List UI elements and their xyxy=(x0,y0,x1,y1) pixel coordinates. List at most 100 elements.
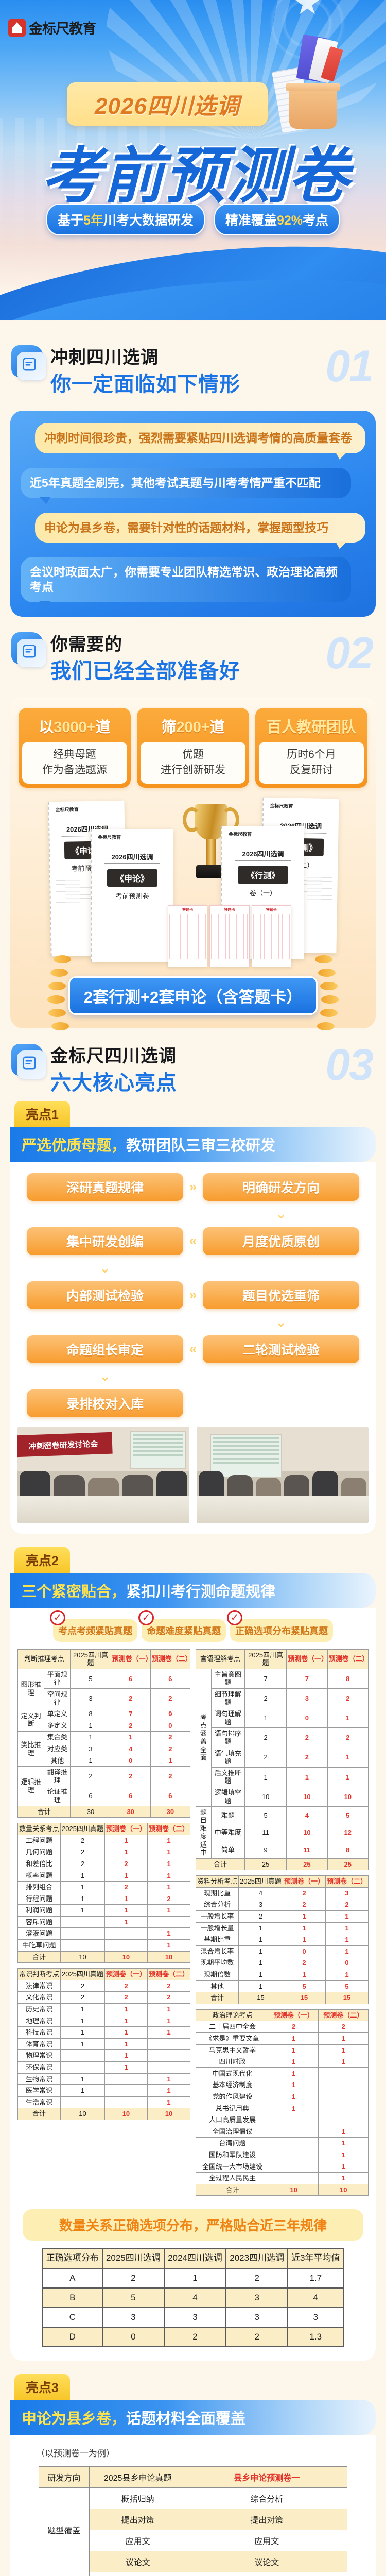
arrow-left-icon: « xyxy=(189,1233,197,1249)
table-zhengzhi-lilun: 政治理论考点 预测卷（一） 预测卷（二） 二十届四中全会 2 2 《求是》重要文章 1 1… xyxy=(196,2009,369,2196)
product-spec-card: 以3000+道 经典母题 作为备选题源 筛200+道 优题 进行创新研发 百人教研团… xyxy=(10,696,376,1030)
option-distribution-caption: 数量关系正确选项分布，严格贴合近三年规律 xyxy=(23,2209,363,2241)
photo-banner-text: 冲刺密卷研发讨论会 xyxy=(17,1432,113,1457)
table-row: 混合增长率 1 0 1 xyxy=(195,1945,369,1958)
table-row: D 0 2 2 1.3 xyxy=(42,2326,344,2347)
section-03-title-main: 六大核心亮点 xyxy=(50,1071,177,1094)
table-row: 全国治理倡议 1 xyxy=(196,2125,369,2138)
flow-step-8: 二轮测试检验 xyxy=(203,1335,359,1363)
table-row: 物理常识 1 xyxy=(17,2049,191,2062)
table-row: 现期倍数 1 1 1 xyxy=(195,1969,369,1981)
check-item-1: ✓ 考点考频紧贴真题 xyxy=(50,1609,137,1642)
arrow-down-icon: ⌄ xyxy=(275,1206,287,1222)
table-row: 图形推理 平面规律 5 6 6 xyxy=(17,1668,191,1709)
highlight-1-body: 深研真题规律 » 明确研发方向 ⌄ 集中研发创编 « 月度优质原创 ⌄ 内部测试… xyxy=(10,1161,376,1534)
hero-tag-1: 基于5年川考大数据研发 xyxy=(46,204,205,235)
flow-step-5: 内部测试检验 xyxy=(27,1281,183,1309)
table-row: 题目 难度 适中 难题 5 4 5 xyxy=(196,1806,369,1859)
highlight-2-bar: 三个紧密贴合，紧扣川考行测命题规律 xyxy=(10,1572,376,1608)
table-row: 法律常识 2 2 2 xyxy=(17,1979,191,1992)
check-item-2: ✓ 命题难度紧贴真题 xyxy=(138,1609,226,1642)
flow-step-6: 题目优选重筛 xyxy=(203,1281,359,1309)
table-row: 中国式现代化 1 xyxy=(196,2067,369,2080)
table-row: 综合分析 3 2 2 xyxy=(195,1899,369,1911)
highlight-2-body: ✓ 考点考频紧贴真题 ✓ 命题难度紧贴真题 ✓ 正确选项分布紧贴真题 判断推理考点 2… xyxy=(10,1607,376,2361)
check-circle-icon: ✓ xyxy=(227,1609,242,1625)
hero-title: 考前预测卷 xyxy=(41,142,350,210)
brand-logo: 金标尺教育 xyxy=(8,18,96,38)
pyramid-logo-icon xyxy=(8,19,26,37)
pen-holder-illustration xyxy=(272,31,350,133)
spec-card-1: 以3000+道 经典母题 作为备选题源 xyxy=(19,707,131,788)
table-row: 全国统一大市场建设 1 xyxy=(196,2160,369,2173)
arrow-right-icon: » xyxy=(189,1179,197,1195)
table-row: 行程问题 1 1 2 xyxy=(17,1892,191,1905)
table-row: 生活常识 1 xyxy=(17,2096,191,2109)
highlight-3-tag: 亮点3 xyxy=(14,2374,70,2400)
check-circle-icon: ✓ xyxy=(138,1609,154,1625)
table-row: 词句理解题 1 0 1 xyxy=(196,1708,369,1728)
table-row: 类比推理 集合类 1 1 2 xyxy=(17,1731,191,1767)
paper-mockup-3: 金标尺教育 2026四川选调 《申论》 考前预测卷 xyxy=(91,828,173,962)
pain-point-3: 申论为县乡卷，需要针对性的话题材料，掌握题型技巧 xyxy=(35,512,365,543)
spec-card-1-body: 经典母题 作为备选题源 xyxy=(22,741,127,784)
section-02-number: 02 xyxy=(325,628,374,678)
flow-step-3: 集中研发创编 xyxy=(27,1227,183,1255)
check-list: ✓ 考点考频紧贴真题 ✓ 命题难度紧贴真题 ✓ 正确选项分布紧贴真题 xyxy=(17,1609,369,1642)
table-row: 话题覆盖优势、顺势、借势为人民群众做好事办实事解难事 xyxy=(38,2571,348,2576)
arrow-left-icon: « xyxy=(189,1341,197,1357)
spec-card-3: 百人教研团队 历时6个月 反复研讨 xyxy=(255,707,367,788)
flow-step-4: 月度优质原创 xyxy=(203,1227,359,1255)
table-row: 一般增长率 2 1 1 xyxy=(195,1910,369,1923)
check-item-3: ✓ 正确选项分布紧贴真题 xyxy=(227,1609,333,1642)
section-header-02: 你需要的 我们已经全部准备好 02 xyxy=(0,617,386,689)
table-row: 马克思主义哲学 1 1 xyxy=(196,2044,369,2057)
table-row: 对应类 3 4 2 xyxy=(18,1742,191,1755)
table-row: 现期平均数 1 2 0 xyxy=(195,1957,369,1970)
answer-sheet-2: 答题卡 xyxy=(209,905,250,967)
product-summary-badge: 2套行测+2套申论（含答题卡） xyxy=(47,955,339,1030)
table-row: 基期比重 1 1 1 xyxy=(195,1934,369,1946)
spec-card-2-body: 优题 进行创新研发 xyxy=(141,741,245,784)
spec-card-2: 筛200+道 优题 进行创新研发 xyxy=(137,707,249,788)
section-header-01: 冲刺四川选调 你一定面临如下情形 01 xyxy=(0,330,386,402)
pain-point-1: 冲刺时间很珍贵，强烈需要紧贴四川选调考情的高质量套卷 xyxy=(35,423,365,453)
spec-card-2-head: 筛200+道 xyxy=(161,719,225,736)
table-row: 语气填充题 2 2 1 xyxy=(196,1747,369,1768)
spec-card-3-head: 百人教研团队 xyxy=(266,719,356,736)
table-row: 《求是》重要文章 1 1 xyxy=(196,2032,369,2045)
table-row: 体育常识 1 1 xyxy=(17,2038,191,2050)
table-row: 几何问题 2 1 1 xyxy=(17,1846,191,1858)
table-row: 逻辑填空题 10 10 10 xyxy=(196,1786,369,1807)
table-column-left: 判断推理考点 2025四川真题 预测卷（一） 预测卷（二） 图形推理 平面规律 5 6… xyxy=(17,1649,192,2125)
check-circle-icon: ✓ xyxy=(50,1609,65,1625)
table-row: 二十届四中全会 2 2 xyxy=(196,2021,369,2033)
hero-ribbon: 2026四川选调 xyxy=(67,82,268,126)
table-total-row: 合计 15 15 15 xyxy=(195,1992,369,2004)
laurel-left-icon xyxy=(45,948,79,1056)
spec-card-1-head: 以3000+道 xyxy=(39,719,111,736)
table-row: 其他 1 5 5 xyxy=(195,1980,369,1993)
flow-step-1: 深研真题规律 xyxy=(27,1173,183,1201)
table-row: 总书记用典 1 xyxy=(196,2102,369,2115)
table-row: 地理常识 1 1 1 xyxy=(17,2014,191,2027)
table-row: 科技常识 1 1 1 xyxy=(17,2026,191,2039)
section-01-title-main: 你一定面临如下情形 xyxy=(50,373,240,396)
table-row: 现期比重 4 2 3 xyxy=(195,1887,369,1900)
table-row: 逻辑推理 翻译推理 2 2 2 xyxy=(17,1766,191,1806)
arrow-down-icon: ⌄ xyxy=(275,1314,287,1330)
table-total-row: 合计 30 30 30 xyxy=(17,1805,191,1818)
pain-point-2: 近5年真题全刷完，其他考试真题与川考考情严重不匹配 xyxy=(21,467,351,498)
table-row: 环保常识 1 xyxy=(17,2061,191,2074)
meeting-photo-1: 冲刺密卷研发讨论会 xyxy=(17,1426,189,1523)
table-row: 文化常识 2 2 2 xyxy=(17,1991,191,2004)
table-row: 多定义 1 2 0 xyxy=(18,1719,191,1732)
table-row: 议论文 议论文 xyxy=(39,2550,348,2572)
table-column-right: 言语理解考点 2025四川真题 预测卷（一） 预测卷（二） 考点 涵盖 全面 主旨意图… xyxy=(195,1649,369,2201)
table-ziliao-fenxi: 资料分析考点 2025四川真题 预测卷（一） 预测卷（二） 现期比重 4 2 3 综合分… xyxy=(195,1875,369,2004)
table-row: A 2 1 2 1.7 xyxy=(42,2267,344,2289)
table-row: 工程问题 2 1 1 xyxy=(17,1834,191,1847)
exam-point-tables: 判断推理考点 2025四川真题 预测卷（一） 预测卷（二） 图形推理 平面规律 5 6… xyxy=(17,1649,369,2201)
photo-gallery: 冲刺密卷研发讨论会 xyxy=(17,1426,369,1523)
